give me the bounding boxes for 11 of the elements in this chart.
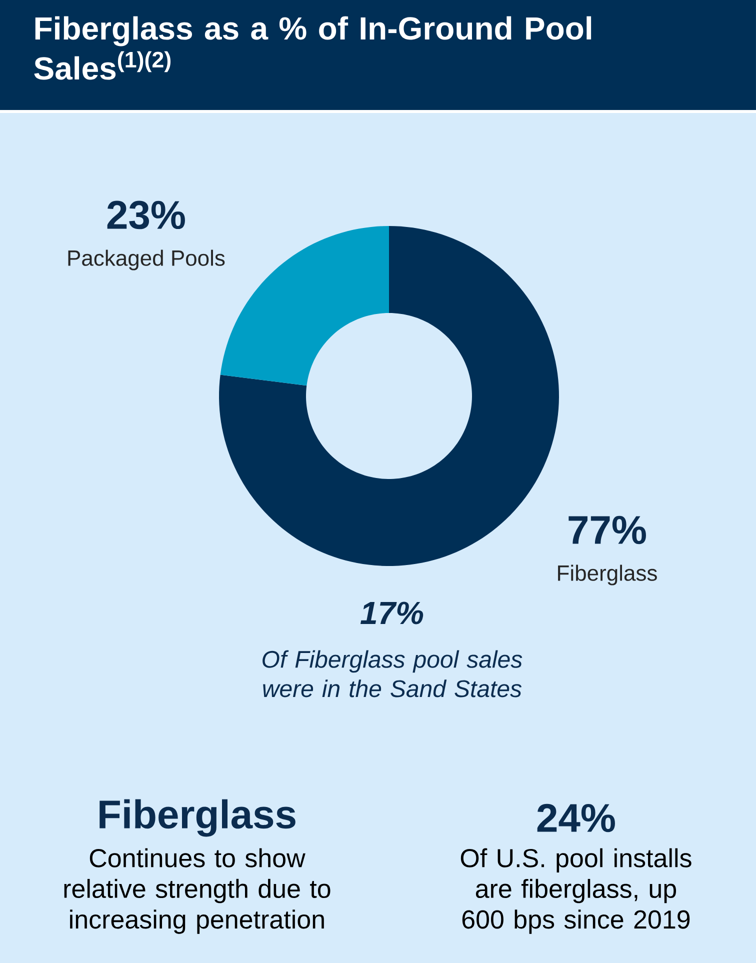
text: 17% [360,602,424,624]
slice-label: Packaged Pools [68,250,225,270]
text: 24% [537,804,615,832]
text: Of Fiberglass pool sales were in the Sand States [262,650,522,698]
text: Continues to show relative strength due to increasing penetration [64,848,330,934]
slice-label: Fiberglass [558,564,657,586]
data-label: 77% [568,516,646,544]
text: Of U.S. pool installs are fiberglass, up 600 bps since 2019 [460,848,692,934]
chart-title: Fiberglass as a % of In-Ground Pool Sales$^{(1)(2)}$ [34,16,592,80]
data-label: 23% [107,200,185,230]
text: Fiberglass [100,799,296,837]
